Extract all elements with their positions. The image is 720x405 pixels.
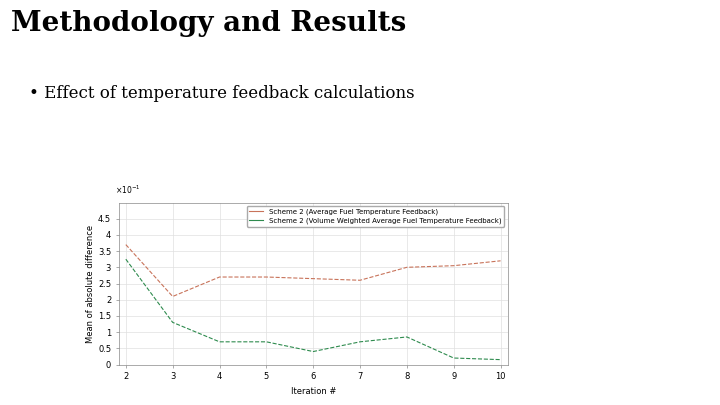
X-axis label: Iteration #: Iteration #	[290, 387, 336, 396]
Text: Methodology and Results: Methodology and Results	[11, 10, 406, 37]
Text: $\times10^{-1}$: $\times10^{-1}$	[115, 183, 140, 196]
Legend: Scheme 2 (Average Fuel Temperature Feedback), Scheme 2 (Volume Weighted Average : Scheme 2 (Average Fuel Temperature Feedb…	[246, 206, 504, 227]
Y-axis label: Mean of absolute difference: Mean of absolute difference	[86, 224, 95, 343]
Text: • Effect of temperature feedback calculations: • Effect of temperature feedback calcula…	[29, 85, 415, 102]
